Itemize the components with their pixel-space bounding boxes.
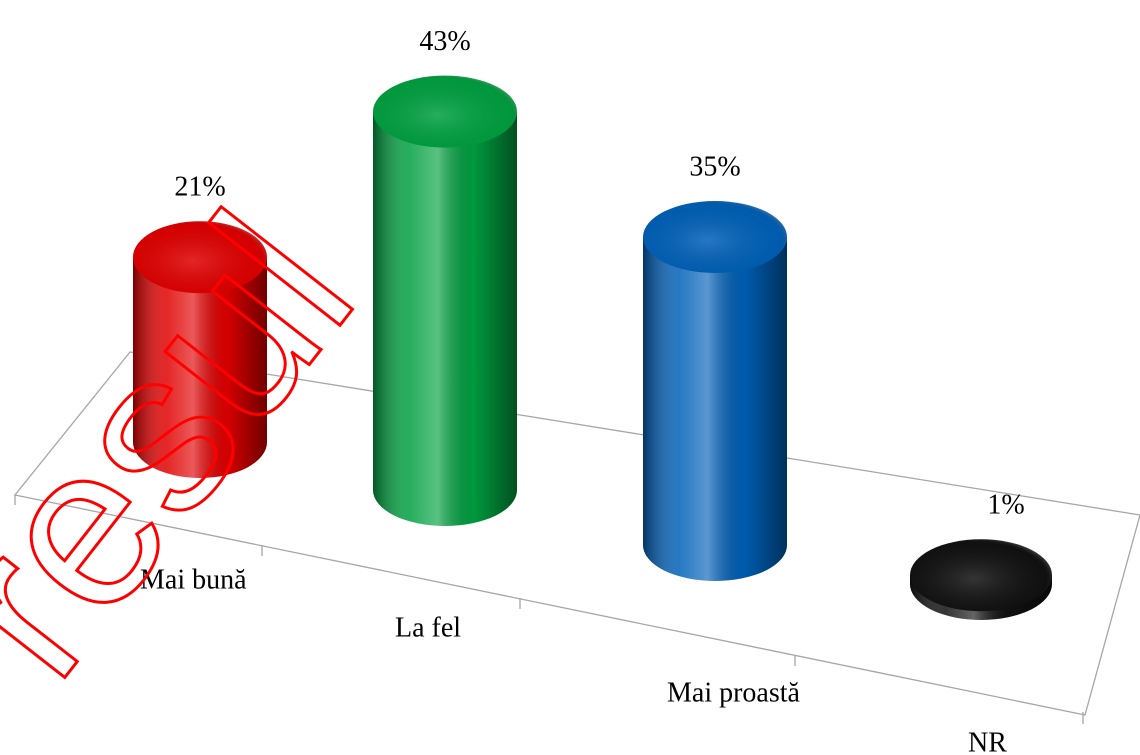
bar-cap-shine: [643, 201, 787, 273]
bar: [133, 221, 267, 478]
bar-shade: [133, 257, 267, 478]
bar-cap-shine: [373, 75, 517, 148]
x-tick-label: NR: [968, 727, 1007, 755]
data-label: 1%: [987, 490, 1024, 521]
bar-cap-shine: [910, 539, 1052, 612]
bar: [373, 75, 517, 526]
bar-shade: [373, 111, 517, 526]
bars: [133, 75, 1052, 620]
bar: [910, 539, 1052, 620]
x-tick-label: Mai proastă: [667, 677, 801, 708]
x-tick-label: La fel: [395, 612, 461, 643]
bar-shade: [643, 237, 787, 581]
floor: [13, 351, 1140, 724]
data-label: 35%: [689, 151, 740, 182]
bar-cap-shine: [133, 221, 267, 294]
data-label: 21%: [174, 172, 225, 203]
x-tick-label: Mai bună: [140, 564, 247, 595]
data-label: 43%: [419, 26, 470, 57]
bar: [643, 201, 787, 581]
watermark: resul: [0, 169, 401, 720]
